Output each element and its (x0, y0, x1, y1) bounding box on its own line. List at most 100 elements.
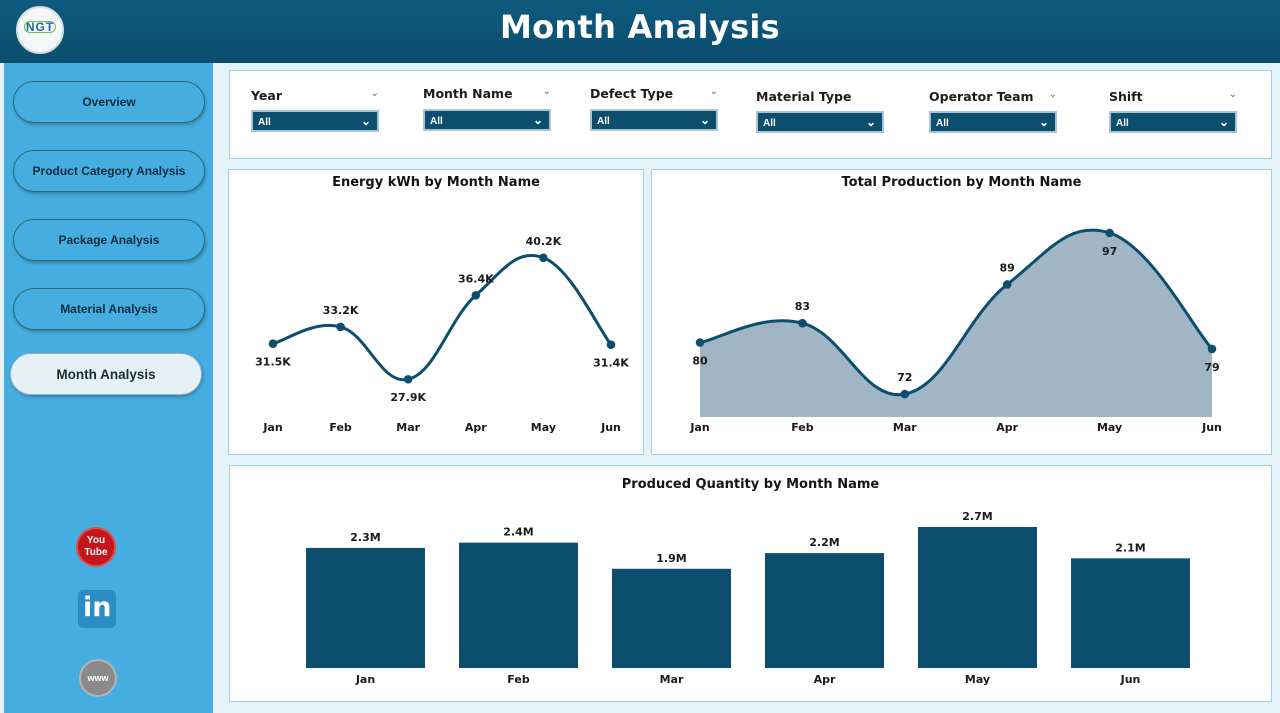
filter-month-label: Month Name (423, 86, 513, 101)
filter-defect-value: All (597, 116, 610, 127)
filter-year[interactable]: Year ⌄ All ⌄ (251, 88, 379, 132)
x-tick-label: Feb (329, 421, 352, 434)
filter-operator-select[interactable]: All ⌄ (929, 111, 1057, 133)
data-point (900, 389, 910, 399)
data-point (403, 374, 413, 384)
filter-defect-select[interactable]: All ⌄ (590, 109, 718, 131)
filter-operator-team[interactable]: Operator Team ⌄ All ⌄ (929, 89, 1057, 133)
nav-material-analysis-button[interactable]: Material Analysis (13, 288, 205, 330)
filter-month-select[interactable]: All ⌄ (423, 109, 551, 131)
x-tick-label: Jun (1120, 673, 1141, 686)
chevron-down-icon[interactable]: ⌄ (370, 88, 379, 99)
filter-material-select[interactable]: All ⌄ (756, 111, 884, 133)
data-point (1002, 280, 1012, 289)
youtube-icon[interactable]: You Tube (76, 527, 116, 567)
youtube-icon-text-top: You (86, 535, 106, 546)
data-label: 79 (1204, 361, 1219, 374)
quantity-chart-panel: Produced Quantity by Month Name 2.3M Jan 2… (229, 465, 1272, 702)
chevron-down-icon[interactable]: ⌄ (1228, 89, 1237, 100)
filter-operator-value: All (936, 118, 949, 129)
production-chart-panel: Total Production by Month Name 80 Jan 83 Fe… (651, 169, 1272, 455)
data-label: 97 (1102, 245, 1117, 258)
bar (918, 527, 1037, 668)
data-label: 1.9M (656, 552, 686, 565)
company-logo: NGT (16, 6, 64, 54)
youtube-icon-text-bottom: Tube (84, 547, 108, 558)
filter-month-name[interactable]: Month Name ⌄ All ⌄ (423, 86, 551, 131)
bar (765, 553, 884, 668)
data-point (336, 322, 345, 332)
x-tick-label: Jun (600, 421, 621, 434)
nav-month-analysis-button[interactable]: Month Analysis (10, 353, 202, 395)
production-chart-title: Total Production by Month Name (841, 175, 1082, 190)
bar (612, 568, 731, 668)
filter-material-label: Material Type (756, 89, 852, 104)
data-label: 80 (692, 355, 708, 368)
energy-line (272, 254, 613, 382)
filter-operator-label: Operator Team (929, 89, 1034, 104)
x-tick-label: Feb (791, 421, 814, 434)
x-tick-label: Apr (814, 673, 836, 686)
data-label: 2.4M (503, 526, 533, 539)
quantity-chart-title: Produced Quantity by Month Name (621, 477, 880, 492)
chevron-down-icon: ⌄ (360, 114, 371, 128)
x-tick-label: Mar (396, 421, 420, 434)
website-globe-icon[interactable]: www (79, 659, 117, 697)
data-label: 72 (897, 371, 912, 384)
x-tick-label: Apr (996, 421, 1018, 434)
website-icon-text: www (87, 673, 109, 683)
filter-shift[interactable]: Shift ⌄ All ⌄ (1109, 89, 1237, 133)
data-point (606, 340, 616, 349)
chevron-down-icon: ⌄ (865, 115, 876, 129)
data-point (798, 318, 807, 328)
filter-defect-type[interactable]: Defect Type ⌄ All ⌄ (590, 86, 718, 131)
header-bar: NGT Month Analysis (0, 0, 1280, 63)
filter-year-select[interactable]: All ⌄ (251, 110, 379, 132)
bar (1071, 558, 1190, 668)
sidebar: Overview Product Category Analysis Packa… (4, 63, 213, 713)
filter-material-type[interactable]: Material Type All ⌄ (756, 89, 884, 133)
x-tick-label: Jun (1201, 421, 1222, 434)
data-label: 31.4K (593, 357, 629, 370)
filter-panel: Year ⌄ All ⌄ Month Name ⌄ All ⌄ Defect Typ… (229, 70, 1272, 159)
nav-product-category-button[interactable]: Product Category Analysis (13, 150, 205, 192)
filter-material-value: All (763, 118, 776, 129)
data-label: 83 (795, 300, 810, 313)
bar (306, 547, 425, 668)
nav-overview-button[interactable]: Overview (13, 81, 205, 123)
filter-year-label: Year (251, 88, 282, 103)
filter-month-value: All (430, 116, 443, 127)
chevron-down-icon[interactable]: ⌄ (542, 86, 551, 97)
data-point (1207, 344, 1217, 354)
data-label: 2.1M (1115, 541, 1145, 554)
filter-shift-value: All (1116, 118, 1129, 129)
data-label: 36.4K (458, 272, 494, 285)
energy-line-chart: 31.5K Jan 33.2K Feb 27.9K Mar 36.4K Apr 40.2K May… (255, 235, 629, 434)
data-point (1105, 228, 1114, 238)
x-tick-label: Mar (893, 421, 917, 434)
filter-shift-select[interactable]: All ⌄ (1109, 111, 1237, 133)
data-label: 33.2K (323, 304, 359, 317)
x-tick-label: May (1097, 421, 1122, 434)
x-tick-label: May (531, 421, 556, 434)
logo-swoosh (24, 21, 56, 33)
data-label: 2.2M (809, 536, 839, 549)
x-tick-label: Jan (262, 421, 282, 434)
x-tick-label: Feb (507, 673, 530, 686)
chevron-down-icon[interactable]: ⌄ (709, 86, 718, 97)
chevron-down-icon[interactable]: ⌄ (1048, 89, 1057, 100)
page-title: Month Analysis (499, 8, 781, 46)
x-tick-label: Jan (355, 673, 375, 686)
filter-year-value: All (258, 117, 271, 128)
chevron-down-icon: ⌄ (1038, 115, 1049, 129)
filter-defect-label: Defect Type (590, 86, 674, 101)
linkedin-icon[interactable]: in (78, 590, 116, 628)
chevron-down-icon: ⌄ (1218, 115, 1229, 129)
quantity-bar-chart: 2.3M Jan 2.4M Feb 1.9M Mar 2.2M Apr 2.7M May 2.1M J… (306, 510, 1190, 686)
production-area-chart: 80 Jan 83 Feb 72 Mar 89 Apr 97 May 79 Jun (689, 228, 1222, 434)
production-area-fill (700, 229, 1212, 417)
data-label: 27.9K (390, 391, 426, 404)
data-label: 2.3M (350, 531, 380, 544)
nav-package-analysis-button[interactable]: Package Analysis (13, 219, 205, 261)
data-point (539, 253, 548, 263)
